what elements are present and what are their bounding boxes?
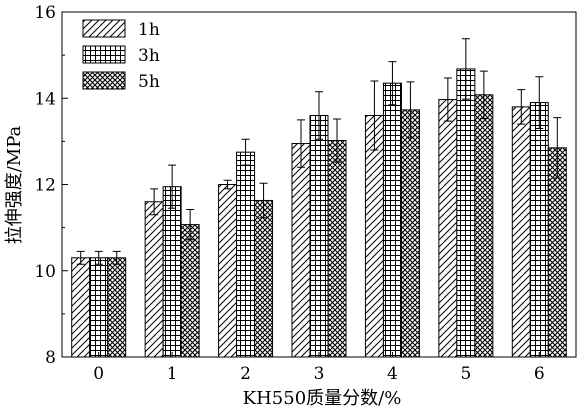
bar-1h-1 [144,201,164,358]
error-bar-3h-4 [388,61,397,106]
error-bar-5h-1 [186,209,195,241]
error-bar-1h-1 [150,188,159,216]
bar-5h-0 [107,257,127,358]
error-bar-3h-3 [315,91,323,140]
y-tick-label: 14 [34,89,56,109]
error-bar-3h-1 [168,164,177,209]
bar-1h-2 [218,184,238,358]
y-tick-label: 10 [34,262,56,282]
error-bar-1h-3 [297,119,305,168]
x-axis-title: KH550质量分数/% [243,388,402,409]
x-tick-label: 4 [387,364,398,384]
bar-3h-3 [309,115,329,358]
legend-swatch-5h [82,71,126,90]
legend-label-3h: 3h [138,46,160,66]
legend-label-1h: 1h [138,20,160,40]
y-axis-title: 拉伸强度/MPa [4,125,25,244]
bar-1h-3 [291,143,311,358]
y-tick-label: 12 [34,176,56,196]
bar-1h-0 [71,257,91,358]
y-tick-label: 16 [34,3,56,23]
bar-5h-1 [180,224,200,358]
x-tick-label: 1 [167,364,178,384]
bar-1h-5 [438,99,458,358]
bar-5h-4 [400,109,420,358]
error-bar-5h-5 [479,70,488,120]
bar-1h-6 [511,106,531,358]
bar-3h-0 [89,257,109,358]
legend-swatch-3h [82,45,126,64]
error-bar-3h-6 [535,76,544,129]
bar-5h-3 [327,140,347,358]
legend-swatch-1h [82,19,126,38]
error-bar-1h-4 [370,80,379,151]
legend-label-5h: 5h [138,72,160,92]
bar-5h-2 [254,199,274,358]
error-bar-5h-2 [259,182,268,219]
error-bar-1h-2 [223,179,232,190]
error-bar-1h-5 [443,77,452,122]
legend: 1h 3h 5h [82,19,160,92]
error-bar-1h-6 [517,89,526,125]
x-tick-label: 2 [240,364,251,384]
error-bar-5h-0 [112,250,121,265]
x-tick-label: 0 [93,364,104,384]
error-bar-5h-3 [333,118,341,163]
bar-1h-4 [364,115,384,358]
x-tick-label: 6 [534,364,545,384]
bar-3h-6 [529,102,549,358]
error-bar-3h-0 [94,250,103,265]
x-tick-label: 3 [314,364,325,384]
error-bar-5h-4 [406,81,415,139]
bar-3h-4 [382,82,402,358]
error-bars-layer [76,38,562,265]
error-bar-1h-0 [76,250,85,265]
bar-3h-5 [456,68,476,358]
bar-5h-5 [474,94,494,358]
error-bar-5h-6 [553,117,562,179]
bar-3h-2 [236,151,256,358]
y-tick-label: 8 [45,348,56,368]
error-bar-3h-2 [241,138,250,166]
bars-layer [71,68,567,358]
error-bar-3h-5 [461,38,470,100]
x-tick-label: 5 [460,364,471,384]
bar-3h-1 [162,186,182,358]
bar-5h-6 [547,147,567,358]
